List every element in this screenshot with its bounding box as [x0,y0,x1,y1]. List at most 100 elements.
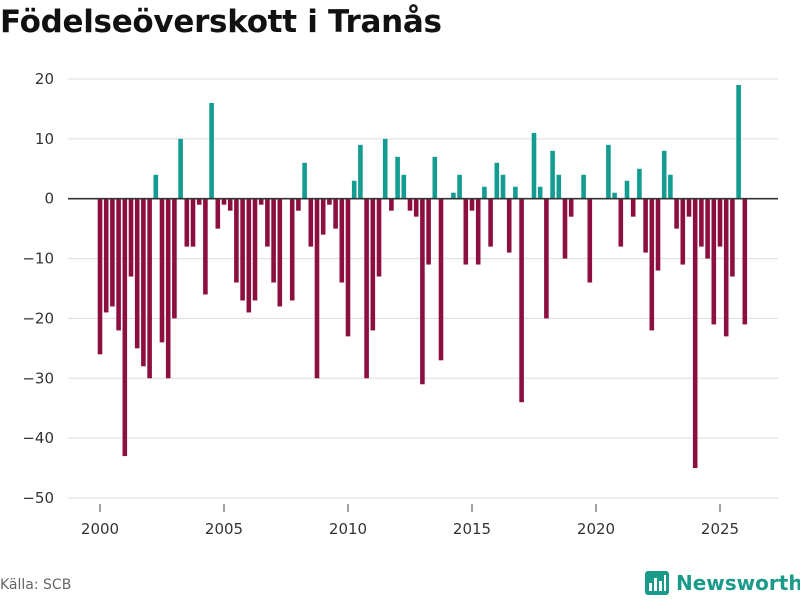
bar[interactable] [686,198,692,217]
bar[interactable] [451,192,456,199]
bar[interactable] [382,138,388,199]
bar[interactable] [426,198,431,265]
bar[interactable] [699,198,704,247]
bar[interactable] [630,198,636,217]
bar[interactable] [742,198,748,325]
bar[interactable] [457,174,462,199]
bar[interactable] [302,162,307,199]
bar[interactable] [240,198,245,301]
bar[interactable] [413,198,419,217]
bar[interactable] [227,198,233,211]
bar[interactable] [637,168,642,199]
bar[interactable] [345,198,351,337]
bar[interactable] [438,198,444,361]
bar[interactable] [134,198,140,349]
bar[interactable] [327,198,332,205]
bar[interactable] [209,102,214,199]
bar[interactable] [723,198,729,337]
bar[interactable] [624,180,630,199]
bar[interactable] [389,198,394,211]
bar[interactable] [376,198,382,277]
bar[interactable] [655,198,661,271]
bar[interactable] [736,84,741,199]
bar[interactable] [519,198,524,403]
bar[interactable] [500,174,506,199]
bar[interactable] [370,198,376,331]
bar[interactable] [661,150,667,199]
bar[interactable] [692,198,698,469]
bar[interactable] [252,198,258,301]
bar[interactable] [308,198,314,247]
bar[interactable] [494,162,500,199]
bar[interactable] [730,198,735,277]
bar[interactable] [141,198,146,367]
bar[interactable] [680,198,686,265]
bar[interactable] [606,144,611,199]
bar[interactable] [463,198,469,265]
bar[interactable] [556,174,562,199]
bar[interactable] [271,198,276,283]
bar[interactable] [513,186,518,199]
bar[interactable] [587,198,593,283]
bar[interactable] [196,198,202,205]
bar[interactable] [289,198,295,301]
bar[interactable] [358,144,363,199]
bar[interactable] [265,198,270,247]
bar[interactable] [488,198,493,247]
brand-logo[interactable]: Newsworthy [644,570,800,596]
bar[interactable] [110,198,115,307]
bar[interactable] [531,132,537,199]
bar[interactable] [172,198,177,319]
bar[interactable] [469,198,475,211]
bar[interactable] [147,198,152,379]
bar[interactable] [159,198,165,343]
bar[interactable] [153,174,159,199]
bar[interactable] [103,198,109,313]
bar[interactable] [544,198,549,319]
bar[interactable] [215,198,221,229]
bar[interactable] [550,150,555,199]
bar[interactable] [395,156,400,199]
bar[interactable] [333,198,338,229]
bar[interactable] [221,198,227,205]
bar[interactable] [116,198,121,331]
bar[interactable] [432,156,438,199]
bar[interactable] [246,198,252,313]
bar[interactable] [296,198,301,211]
bar[interactable] [618,198,624,247]
bar[interactable] [717,198,723,247]
bar[interactable] [184,198,190,247]
bar[interactable] [482,186,487,199]
bar[interactable] [407,198,413,211]
bar[interactable] [277,198,283,307]
bar[interactable] [122,198,128,457]
bar[interactable] [165,198,171,379]
bar[interactable] [562,198,568,259]
bar[interactable] [711,198,717,325]
bar[interactable] [401,174,407,199]
bar[interactable] [643,198,648,253]
bar[interactable] [178,138,183,199]
bar[interactable] [351,180,357,199]
bar[interactable] [506,198,512,253]
bar[interactable] [581,174,586,199]
bar[interactable] [339,198,345,283]
bar[interactable] [190,198,196,247]
bar[interactable] [475,198,481,265]
bar[interactable] [674,198,679,229]
bar[interactable] [420,198,425,385]
bar[interactable] [705,198,710,259]
bar[interactable] [320,198,326,235]
bar[interactable] [568,198,574,217]
bar[interactable] [668,174,673,199]
bar[interactable] [537,186,543,199]
bar[interactable] [97,198,103,355]
bar[interactable] [364,198,369,379]
bar[interactable] [649,198,655,331]
bar[interactable] [612,192,617,199]
bar[interactable] [234,198,239,283]
bar[interactable] [128,198,134,277]
bar[interactable] [203,198,208,295]
bar[interactable] [314,198,320,379]
bar[interactable] [258,198,264,205]
